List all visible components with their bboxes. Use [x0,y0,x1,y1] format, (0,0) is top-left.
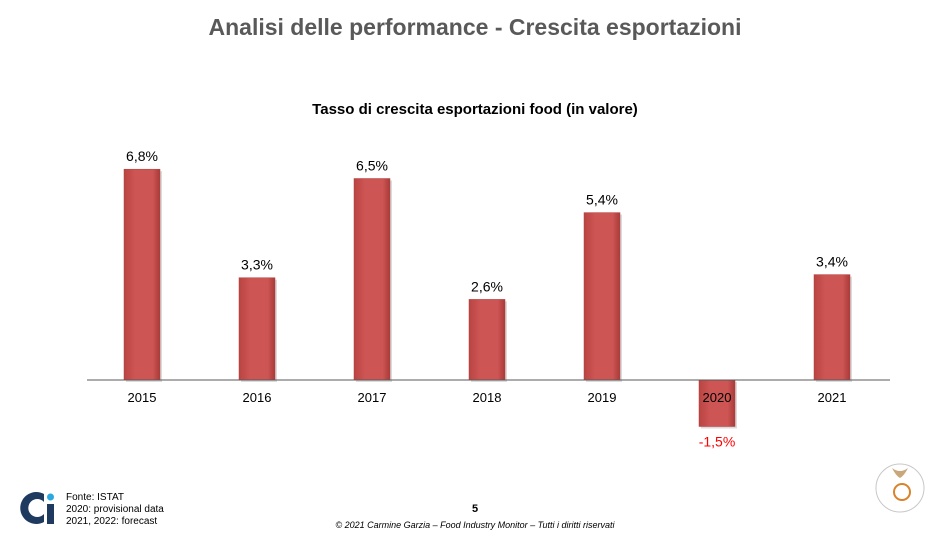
x-tick-label: 2017 [358,390,387,405]
seal-icon [875,463,925,513]
page-title: Analisi delle performance - Crescita esp… [208,14,742,40]
bar [123,168,161,381]
data-label: 6,5% [356,158,388,174]
source-note: Fonte: ISTAT 2020: provisional data 2021… [66,492,164,528]
bar [238,277,276,381]
bar [583,212,621,381]
x-tick-label: 2019 [588,390,617,405]
source-line: 2021, 2022: forecast [66,516,158,527]
bar [353,178,391,381]
copyright: © 2021 Carmine Garzia – Food Industry Mo… [335,520,615,530]
logo-icon [20,492,54,524]
bar [468,299,506,381]
x-tick-label: 2021 [818,390,847,405]
data-label: 6,8% [126,148,158,164]
bar [698,379,736,427]
data-label: 3,3% [241,257,273,273]
bar [813,274,851,381]
data-label: 5,4% [586,192,618,208]
data-label: 2,6% [471,278,503,294]
x-tick-label: 2018 [473,390,502,405]
x-tick-label: 2020 [703,390,732,405]
source-line: 2020: provisional data [66,504,164,515]
x-tick-label: 2015 [128,390,157,405]
source-line: Fonte: ISTAT [66,492,124,503]
x-tick-label: 2016 [243,390,272,405]
data-label: 3,4% [816,254,848,270]
page-number: 5 [471,503,479,515]
chart-title: Tasso di crescita esportazioni food (in … [312,101,638,118]
data-label: -1,5% [699,434,736,450]
